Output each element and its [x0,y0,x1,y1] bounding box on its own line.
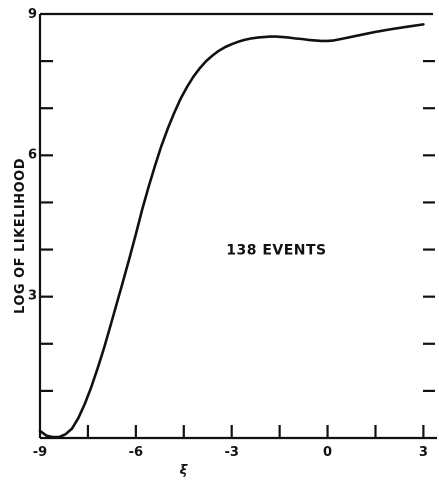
y-tick-label: 6 [28,147,37,162]
y-axis-label: LOG OF LIKELIHOOD [13,158,28,314]
series-layer [38,23,425,439]
x-tick-label: 0 [323,445,332,460]
x-tick-label: -3 [224,445,238,460]
likelihood-curve [38,23,425,439]
y-tick-label: 3 [28,289,37,304]
x-tick-label: -9 [33,445,47,460]
x-axis-label: ξ [180,463,189,478]
events-annotation: 138 EVENTS [226,242,326,258]
axis-ticks [40,60,435,438]
x-tick-label: 3 [419,445,428,460]
x-tick-label: -6 [129,445,143,460]
plot-frame [38,12,437,440]
tick-labels: -9 -6 -3 0 3 3 6 9 [28,7,428,460]
y-tick-label: 9 [28,7,37,22]
